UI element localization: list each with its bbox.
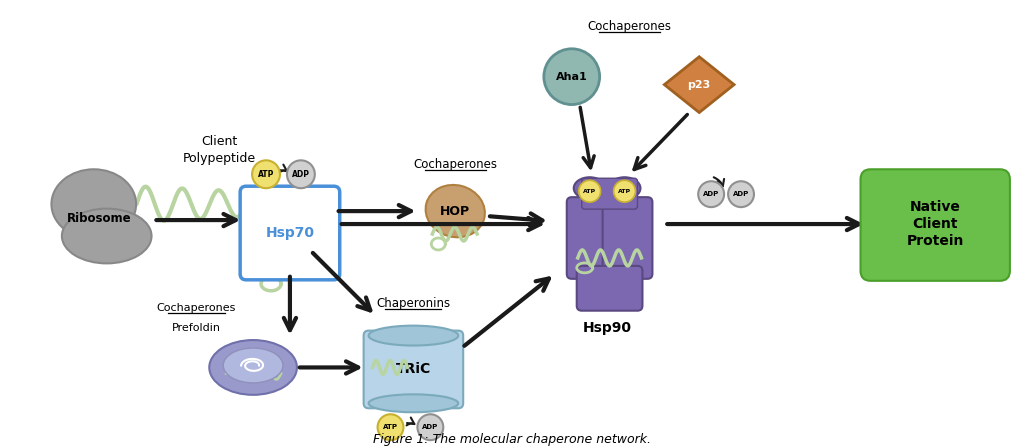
- Text: ATP: ATP: [617, 189, 631, 194]
- Text: ADP: ADP: [703, 191, 719, 197]
- Circle shape: [287, 160, 314, 188]
- Circle shape: [418, 414, 443, 440]
- Text: ADP: ADP: [292, 170, 310, 179]
- Text: Aha1: Aha1: [556, 72, 588, 82]
- Ellipse shape: [573, 177, 605, 199]
- Text: ADP: ADP: [422, 424, 438, 430]
- Circle shape: [378, 414, 403, 440]
- Circle shape: [728, 181, 754, 207]
- Text: Hsp70: Hsp70: [265, 226, 314, 240]
- Text: Client: Client: [201, 135, 238, 148]
- Text: Ribosome: Ribosome: [67, 211, 131, 224]
- Text: ADP: ADP: [733, 191, 750, 197]
- Polygon shape: [665, 57, 734, 113]
- Ellipse shape: [223, 348, 283, 383]
- Text: Polypeptide: Polypeptide: [182, 152, 256, 165]
- Text: p23: p23: [687, 80, 711, 90]
- FancyBboxPatch shape: [364, 331, 463, 408]
- Ellipse shape: [369, 394, 458, 412]
- Text: ATP: ATP: [583, 189, 596, 194]
- Text: Native
Client
Protein: Native Client Protein: [906, 200, 964, 249]
- FancyBboxPatch shape: [860, 169, 1010, 281]
- FancyBboxPatch shape: [602, 197, 652, 279]
- Text: Chaperonins: Chaperonins: [377, 297, 451, 310]
- FancyBboxPatch shape: [577, 266, 642, 311]
- Circle shape: [544, 49, 600, 105]
- Text: Cochaperones: Cochaperones: [414, 158, 498, 171]
- Ellipse shape: [426, 185, 484, 237]
- Circle shape: [579, 180, 601, 202]
- Text: ATP: ATP: [258, 170, 274, 179]
- Text: Hsp90: Hsp90: [583, 320, 632, 335]
- Ellipse shape: [209, 340, 297, 395]
- Text: TRiC: TRiC: [396, 363, 431, 376]
- Ellipse shape: [61, 209, 152, 263]
- Circle shape: [698, 181, 724, 207]
- Text: Cochaperones: Cochaperones: [157, 303, 236, 313]
- Text: Prefoldin: Prefoldin: [172, 323, 221, 333]
- Text: Cochaperones: Cochaperones: [588, 21, 672, 34]
- Circle shape: [252, 160, 280, 188]
- Text: Figure 1: The molecular chaperone network.: Figure 1: The molecular chaperone networ…: [373, 433, 651, 446]
- FancyBboxPatch shape: [566, 197, 616, 279]
- FancyBboxPatch shape: [241, 186, 340, 280]
- FancyBboxPatch shape: [582, 178, 638, 209]
- Ellipse shape: [51, 169, 136, 239]
- Text: ATP: ATP: [383, 424, 398, 430]
- Text: HOP: HOP: [440, 205, 470, 218]
- Ellipse shape: [369, 325, 458, 346]
- Ellipse shape: [608, 177, 640, 199]
- Circle shape: [613, 180, 636, 202]
